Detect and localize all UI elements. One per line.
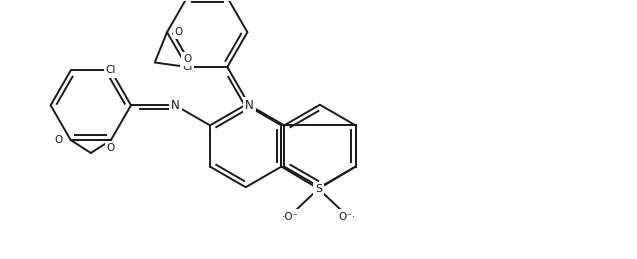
Text: O⁻·: O⁻· (338, 212, 355, 221)
Text: N: N (171, 99, 180, 112)
Text: O: O (183, 54, 191, 64)
Text: Cl: Cl (106, 66, 116, 75)
Text: N: N (245, 99, 254, 112)
Text: S: S (315, 184, 322, 194)
Text: Cl: Cl (182, 62, 192, 72)
Text: O: O (107, 143, 115, 153)
Text: ·O⁻: ·O⁻ (282, 212, 299, 221)
Text: O: O (55, 135, 63, 145)
Text: O: O (175, 27, 183, 37)
